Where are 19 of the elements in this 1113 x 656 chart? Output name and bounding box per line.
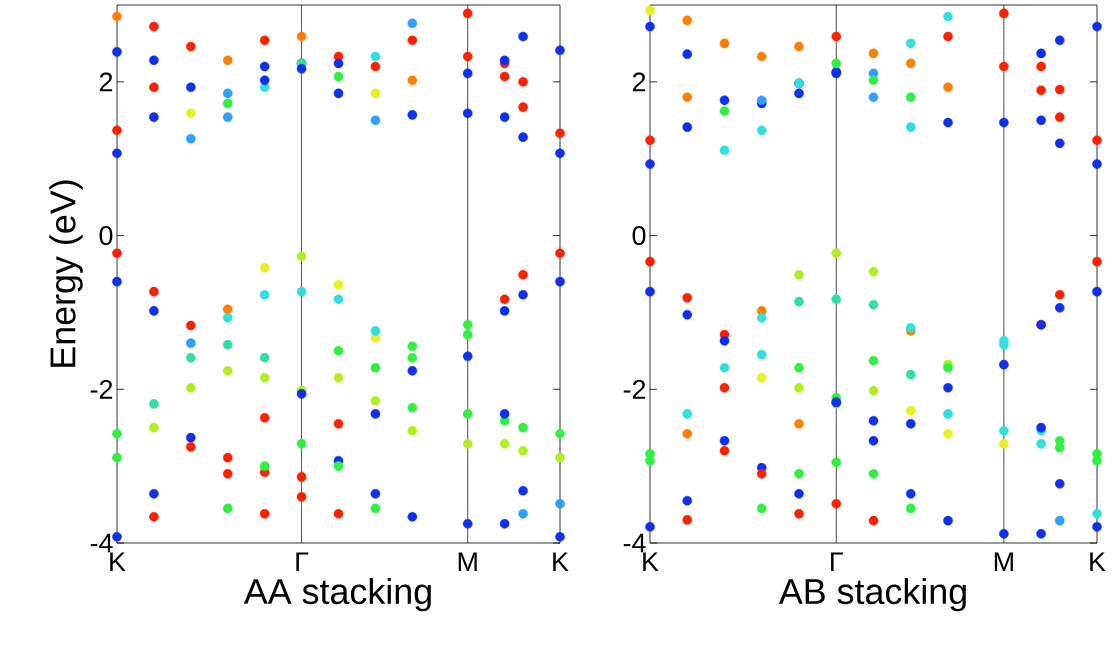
y-tick-label: -4 [90,533,113,553]
x-tick-label: K [643,552,659,572]
y-tick-label: 0 [632,226,646,246]
y-tick-label: -2 [90,379,113,399]
x-tick-label: M [994,552,1013,572]
y-tick-label: 2 [99,72,113,92]
y-axis-title: Energy (eV) [49,180,83,367]
x-tick-label: K [1090,552,1106,572]
y-tick-label: -2 [623,379,646,399]
x-tick-label: M [458,552,477,572]
x-axis-title: AB stacking [778,577,966,612]
x-tick-label: Γ [831,552,843,572]
x-tick-label: K [110,552,126,572]
y-tick-label: -4 [623,533,646,553]
x-axis-title: AA stacking [243,577,431,612]
x-tick-label: K [553,552,569,572]
y-tick-label: 2 [632,72,646,92]
x-tick-label: Γ [296,552,309,572]
y-tick-label: 0 [99,226,113,246]
